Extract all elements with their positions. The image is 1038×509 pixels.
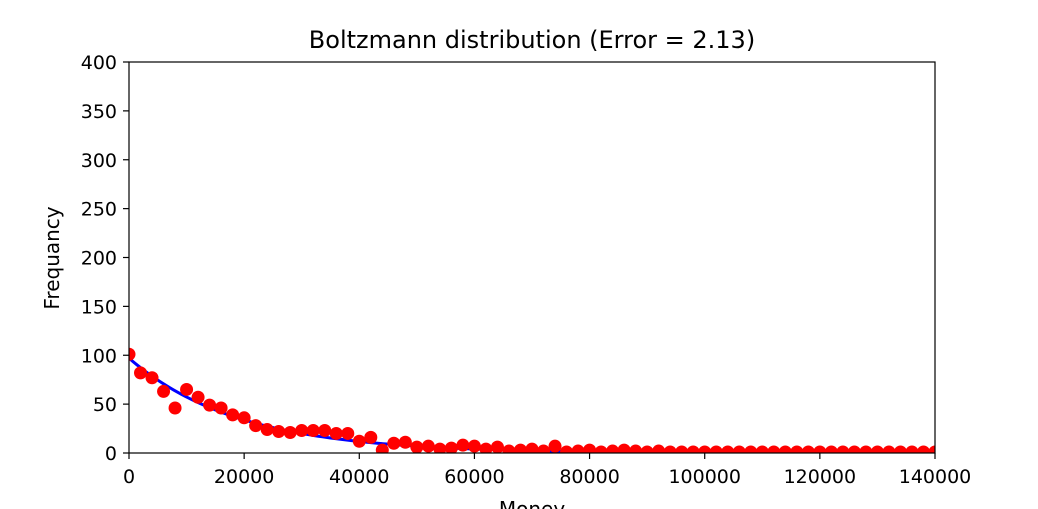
y-tick-label: 200 (81, 248, 117, 270)
data-point (721, 445, 735, 453)
x-tick-label: 80000 (559, 466, 619, 488)
y-tick-label: 300 (81, 150, 117, 172)
data-point (467, 439, 481, 453)
data-point (790, 445, 804, 453)
plot-background (129, 62, 935, 453)
x-tick-label: 120000 (784, 466, 857, 488)
data-point (698, 445, 712, 453)
data-point (617, 443, 631, 453)
data-point (928, 445, 935, 453)
data-point (329, 426, 343, 440)
data-point (203, 398, 217, 412)
data-point (755, 445, 769, 453)
x-axis-label: Money (499, 497, 565, 509)
data-point (824, 445, 838, 453)
data-point (364, 430, 378, 444)
data-point (767, 445, 781, 453)
data-point (882, 445, 896, 453)
data-point (249, 419, 263, 433)
data-point (606, 444, 620, 453)
data-point (778, 445, 792, 453)
data-point (513, 443, 527, 453)
data-point (398, 435, 412, 449)
y-axis-ticks: 0 50 100 150 200 250 300 350 400 (81, 52, 129, 465)
data-point (652, 444, 666, 453)
data-point (145, 371, 159, 385)
data-point (191, 390, 205, 404)
data-point (387, 436, 401, 450)
data-point (594, 445, 608, 453)
data-points-layer (129, 347, 935, 453)
data-point (663, 445, 677, 453)
data-point (571, 444, 585, 453)
data-point (421, 439, 435, 453)
data-point (859, 445, 873, 453)
data-point (813, 445, 827, 453)
x-tick-label: 0 (123, 466, 135, 488)
data-point (675, 445, 689, 453)
data-point (583, 443, 597, 453)
data-point (870, 445, 884, 453)
data-point (341, 426, 355, 440)
x-tick-label: 100000 (668, 466, 741, 488)
data-point (157, 384, 171, 398)
data-point (180, 382, 194, 396)
data-point (686, 445, 700, 453)
data-point (640, 445, 654, 453)
data-point (490, 440, 504, 453)
y-axis-label: Frequancy (40, 206, 64, 309)
data-point (525, 442, 539, 453)
data-point (226, 408, 240, 422)
data-point (479, 442, 493, 453)
y-tick-label: 0 (105, 443, 117, 465)
data-point (836, 445, 850, 453)
data-point (433, 442, 447, 453)
data-point (444, 441, 458, 453)
data-point (237, 411, 251, 425)
x-tick-label: 60000 (444, 466, 504, 488)
y-tick-label: 100 (81, 345, 117, 367)
data-point (352, 434, 366, 448)
data-point (318, 424, 332, 438)
data-point (916, 445, 930, 453)
data-point (272, 425, 286, 438)
data-point (801, 445, 815, 453)
chart-title: Boltzmann distribution (Error = 2.13) (309, 26, 755, 54)
data-point (306, 424, 320, 438)
data-point (129, 347, 136, 361)
x-tick-label: 40000 (329, 466, 389, 488)
x-tick-label: 140000 (899, 466, 972, 488)
y-tick-label: 150 (81, 296, 117, 318)
data-point (560, 445, 574, 453)
y-tick-label: 250 (81, 199, 117, 221)
data-point (732, 445, 746, 453)
y-tick-label: 350 (81, 101, 117, 123)
data-point (548, 439, 562, 453)
data-point (214, 401, 228, 415)
y-tick-label: 400 (81, 52, 117, 74)
data-point (502, 444, 516, 453)
data-point (375, 443, 389, 453)
data-point (744, 445, 758, 453)
data-point (847, 445, 861, 453)
data-point (410, 440, 424, 453)
y-tick-label: 50 (93, 394, 117, 416)
data-point (905, 445, 919, 453)
x-axis-ticks: 0 20000 40000 60000 80000 100000 120000 140000 (123, 453, 971, 488)
x-tick-label: 20000 (214, 466, 274, 488)
data-point (456, 438, 470, 452)
data-point (134, 366, 148, 380)
data-point (537, 444, 551, 453)
data-point (260, 423, 274, 437)
data-point (168, 401, 182, 415)
data-point (709, 445, 723, 453)
data-point (283, 425, 297, 439)
data-point (629, 444, 643, 453)
plot-area (129, 62, 935, 453)
data-point (295, 424, 309, 438)
data-point (893, 445, 907, 453)
